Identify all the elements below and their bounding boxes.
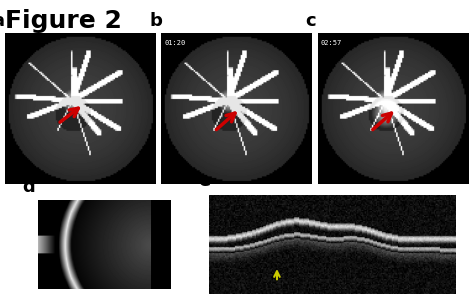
Text: 02:57: 02:57 bbox=[320, 40, 342, 47]
Text: Figure 2: Figure 2 bbox=[5, 9, 122, 33]
Text: b: b bbox=[149, 12, 162, 30]
Text: d: d bbox=[22, 178, 35, 196]
Text: a: a bbox=[0, 12, 5, 30]
Text: 01:20: 01:20 bbox=[164, 40, 185, 47]
Text: c: c bbox=[305, 12, 316, 30]
Text: e: e bbox=[199, 172, 211, 190]
